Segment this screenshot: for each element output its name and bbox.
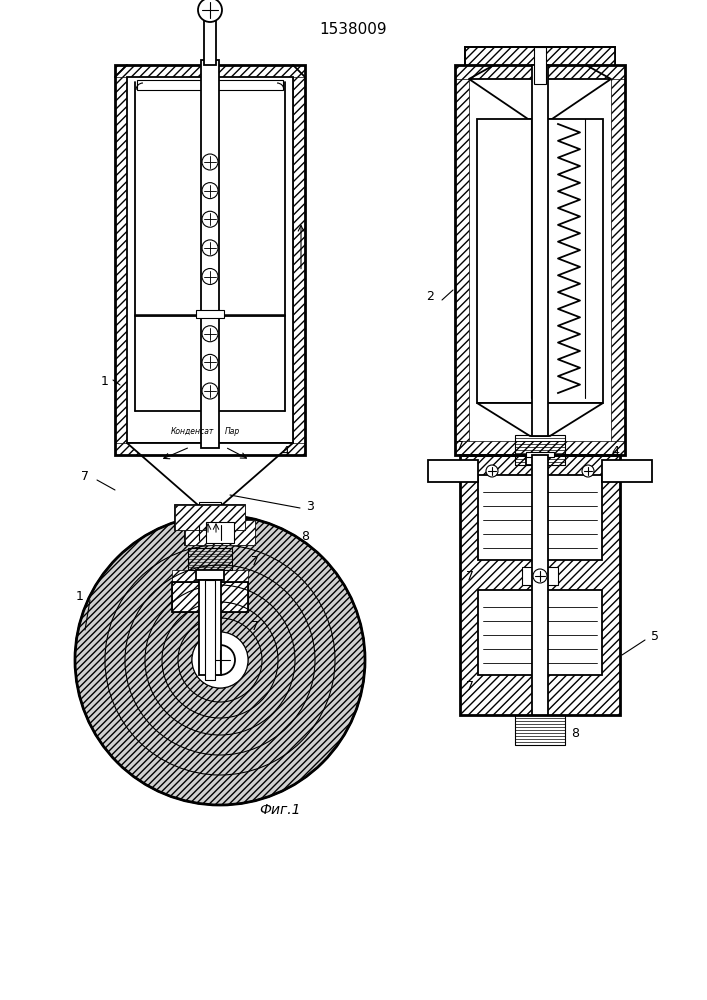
Circle shape [202, 383, 218, 399]
Bar [428, 460, 478, 482]
Bar [515, 715, 565, 745]
Polygon shape [477, 403, 603, 436]
Bar [206, 522, 234, 543]
Polygon shape [469, 79, 611, 119]
Bar [522, 567, 558, 585]
Text: Пар: Пар [224, 426, 240, 436]
Bar [460, 455, 620, 715]
Text: Фиг.1: Фиг.1 [259, 803, 300, 817]
Bar [204, 20, 216, 65]
Circle shape [202, 268, 218, 284]
Text: 4: 4 [281, 445, 289, 458]
Bar [526, 455, 542, 465]
Bar [532, 455, 548, 715]
Text: 1538009: 1538009 [319, 22, 387, 37]
Bar [532, 65, 548, 436]
Bar [115, 65, 305, 455]
Circle shape [75, 515, 365, 805]
Text: 7: 7 [251, 620, 259, 633]
Bar [199, 502, 221, 507]
Bar [455, 441, 625, 455]
Circle shape [202, 326, 218, 342]
Text: 2: 2 [426, 290, 434, 303]
Bar [455, 65, 625, 455]
Bar [515, 435, 565, 465]
Circle shape [486, 465, 498, 477]
Bar [115, 65, 127, 455]
Bar [534, 47, 546, 84]
Circle shape [582, 465, 594, 477]
Circle shape [202, 354, 218, 370]
Text: 8: 8 [571, 727, 579, 740]
Circle shape [202, 211, 218, 227]
Bar [465, 47, 615, 65]
Text: 5: 5 [651, 630, 659, 643]
Bar [478, 590, 602, 675]
Circle shape [192, 632, 248, 688]
Text: 7: 7 [456, 440, 464, 453]
Bar [478, 475, 602, 560]
Bar [115, 443, 305, 455]
Text: Конденсат: Конденсат [170, 426, 214, 436]
Circle shape [202, 183, 218, 199]
Bar [115, 65, 305, 77]
Bar [185, 520, 255, 545]
Circle shape [202, 240, 218, 256]
Bar [196, 310, 224, 318]
Bar [199, 580, 221, 675]
Text: 7: 7 [81, 470, 89, 483]
Bar [196, 508, 224, 523]
Bar [185, 520, 255, 545]
Bar [188, 548, 232, 570]
Text: 7: 7 [466, 680, 474, 693]
Bar [455, 65, 625, 79]
Text: 7: 7 [251, 555, 259, 568]
Bar [172, 570, 248, 582]
Bar [526, 452, 554, 457]
Text: 3: 3 [306, 500, 314, 513]
Bar [455, 65, 469, 455]
Circle shape [202, 154, 218, 170]
Bar [172, 582, 248, 612]
Bar [602, 460, 652, 482]
Text: 1: 1 [76, 590, 84, 603]
Bar [465, 47, 615, 65]
Bar [611, 65, 625, 455]
Circle shape [198, 0, 222, 22]
Bar [175, 505, 245, 530]
Text: 4: 4 [611, 445, 619, 458]
Bar [127, 77, 293, 443]
Bar [465, 47, 615, 65]
Circle shape [205, 645, 235, 675]
Bar [175, 505, 245, 530]
Bar [172, 582, 248, 612]
Bar [188, 523, 232, 545]
Text: 1: 1 [101, 375, 109, 388]
Polygon shape [127, 443, 293, 505]
Circle shape [533, 569, 547, 583]
Bar [137, 80, 283, 90]
Bar [204, 580, 216, 680]
Text: 8: 8 [301, 530, 309, 543]
Bar [293, 65, 305, 455]
Bar [196, 570, 224, 580]
Bar [201, 60, 219, 448]
Bar [477, 119, 603, 403]
Bar [460, 455, 620, 715]
Text: 7: 7 [466, 570, 474, 583]
